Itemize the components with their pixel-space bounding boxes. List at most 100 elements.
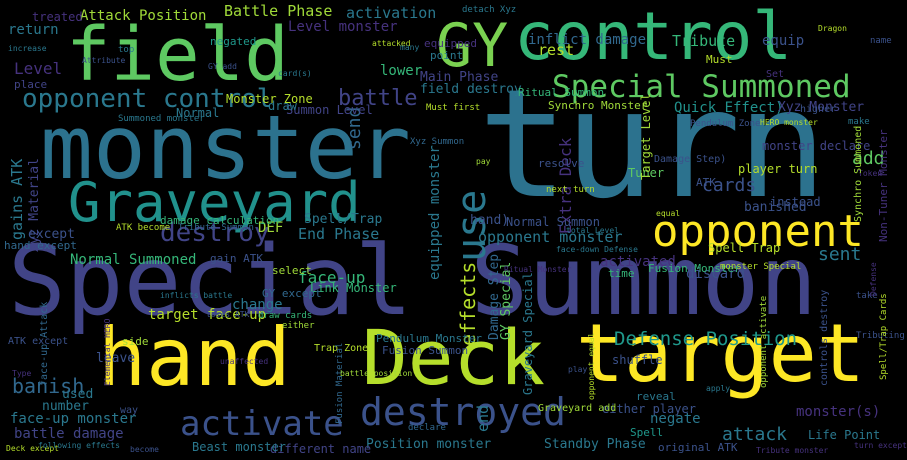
word-graveyard: Graveyard <box>68 171 361 234</box>
word-control: control <box>514 0 793 75</box>
word-summoned-monster: Summoned monster <box>118 114 205 124</box>
word-top: top <box>118 45 135 55</box>
word-declare: declare <box>408 423 446 433</box>
word-make: make <box>848 117 870 127</box>
word-banish: banish <box>12 374 85 398</box>
word-sent: sent <box>818 244 862 265</box>
word-link-monster: Link Monster <box>310 281 397 295</box>
word-following-effects: following effects <box>38 441 120 450</box>
word-ritual-monster: Ritual Monster <box>504 265 572 274</box>
word-activation: activation <box>346 4 437 22</box>
word-spell: Spell <box>630 426 664 439</box>
word-player-turn: player turn <box>738 162 818 176</box>
word-tribute-summon: Tribute Summon <box>178 223 254 233</box>
word-except: except <box>28 227 75 242</box>
word-beast-monster: Beast monster <box>192 440 286 454</box>
word-reveal: reveal <box>636 390 676 403</box>
word-attribute: Attribute <box>82 56 126 65</box>
word-target-level: Target Level <box>639 93 653 180</box>
word-gy-add: GY add <box>208 62 237 71</box>
word-many: many <box>400 43 420 52</box>
word-atk-except: ATK except <box>8 336 69 347</box>
word-end: end <box>474 404 492 432</box>
word-name: name <box>870 36 892 46</box>
word-equip: equip <box>762 33 805 49</box>
word-special-summon: Special Summon <box>8 225 818 337</box>
word-draw-cards: draw cards <box>258 311 313 321</box>
word-hand: hand <box>98 311 291 404</box>
word-cards: cards <box>702 175 757 196</box>
word-change: change <box>232 297 283 313</box>
word-fusion-monster: Fusion Monster <box>648 262 741 275</box>
word-gy-except: GY except <box>262 287 322 300</box>
word-hand-paren: hand) <box>470 213 510 228</box>
word-total-level: total Level <box>566 226 619 235</box>
word-become: become <box>130 445 159 454</box>
word-field-destroy: field destroy <box>420 82 522 97</box>
word-battle-damage: battle damage <box>14 426 124 442</box>
word-life-point: Life Point <box>808 428 881 442</box>
word-synchro-monster: Synchro Monster <box>548 99 648 112</box>
word-opponent: opponent <box>652 206 864 257</box>
word-level-monster: Level monster <box>288 19 398 35</box>
word-non-tuner-monster: Non-Tuner Monster <box>877 129 890 242</box>
word-rest: rest <box>538 41 575 59</box>
word-fusion-material: Fusion Material <box>335 342 345 424</box>
word-play: play <box>568 365 588 374</box>
word-face-down-defense: face-down Defense <box>556 245 638 254</box>
word-type: Type <box>12 369 32 378</box>
word-original-atk: original ATK <box>658 441 738 454</box>
word-card-s: card(s) <box>278 69 312 78</box>
word-monster-declare: monster declare <box>762 139 871 153</box>
word-opponent-activate: opponent activate <box>759 295 769 388</box>
word-equal: equal <box>656 209 681 218</box>
word-return: return <box>8 22 59 38</box>
word-defense-position: Defense Position <box>614 328 798 350</box>
word-end-phase: End Phase <box>298 225 380 243</box>
word-tuner: Tuner <box>628 166 665 180</box>
word-ritual-summon: Ritual Summon <box>518 86 605 99</box>
word-xyz-monster: Xyz Monster <box>778 100 865 115</box>
word-select: select <box>272 264 312 277</box>
word-opponent-control: opponent control <box>22 84 273 114</box>
word-spell-trap2: Spell Trap <box>708 241 781 255</box>
word-gy: GY <box>436 11 509 81</box>
word-destroy: destroy <box>160 218 270 248</box>
word-instead: instead <box>770 195 821 209</box>
word-battle-phase: Battle Phase <box>224 2 333 20</box>
word-monster: monster <box>40 96 411 199</box>
word-opponent-monster: opponent monster <box>478 228 623 246</box>
word-must-first: Must first <box>426 103 481 113</box>
word-detach-xyz: detach Xyz <box>462 5 517 15</box>
word-defense: Defense <box>869 262 878 296</box>
word-deck: Deck <box>362 313 546 402</box>
word-time: time <box>608 267 635 280</box>
word-either-player: either player <box>602 402 696 416</box>
word-draw: draw <box>268 99 297 113</box>
word-atk-become: ATK become <box>116 223 171 233</box>
word-loses-atk: loses ATK <box>206 310 250 319</box>
word-quick-effect: Quick Effect) <box>674 100 784 116</box>
word-attacked: attacked <box>372 39 411 48</box>
word-xyz-summon: Xyz Summon <box>410 137 465 147</box>
word-activated: activated <box>600 254 676 270</box>
word-summon-level: Summon Level <box>286 103 373 117</box>
word-point: point <box>430 49 464 62</box>
word-place: place <box>14 78 48 91</box>
word-shuffle: shuffle <box>612 353 663 367</box>
word-tributing: Tributing <box>856 331 905 341</box>
word-target-face-up: target face-up <box>148 307 267 323</box>
word-main-phase: Main Phase <box>420 70 499 85</box>
word-resolve: resolve <box>538 157 585 170</box>
word-leave: leave <box>96 351 136 366</box>
word-next-turn: next turn <box>546 185 595 195</box>
word-field: field <box>66 12 289 98</box>
word-controls-destroy: controls destroy <box>819 289 830 386</box>
word-negated: negated <box>210 35 257 48</box>
word-number: number <box>42 399 89 414</box>
word-activate: activate <box>180 404 344 444</box>
word-attack: attack <box>722 424 788 445</box>
word-set: Set <box>766 69 785 80</box>
word-position-monster: Position monster <box>366 437 492 452</box>
word-graveyard-add: Graveyard add <box>538 403 617 414</box>
